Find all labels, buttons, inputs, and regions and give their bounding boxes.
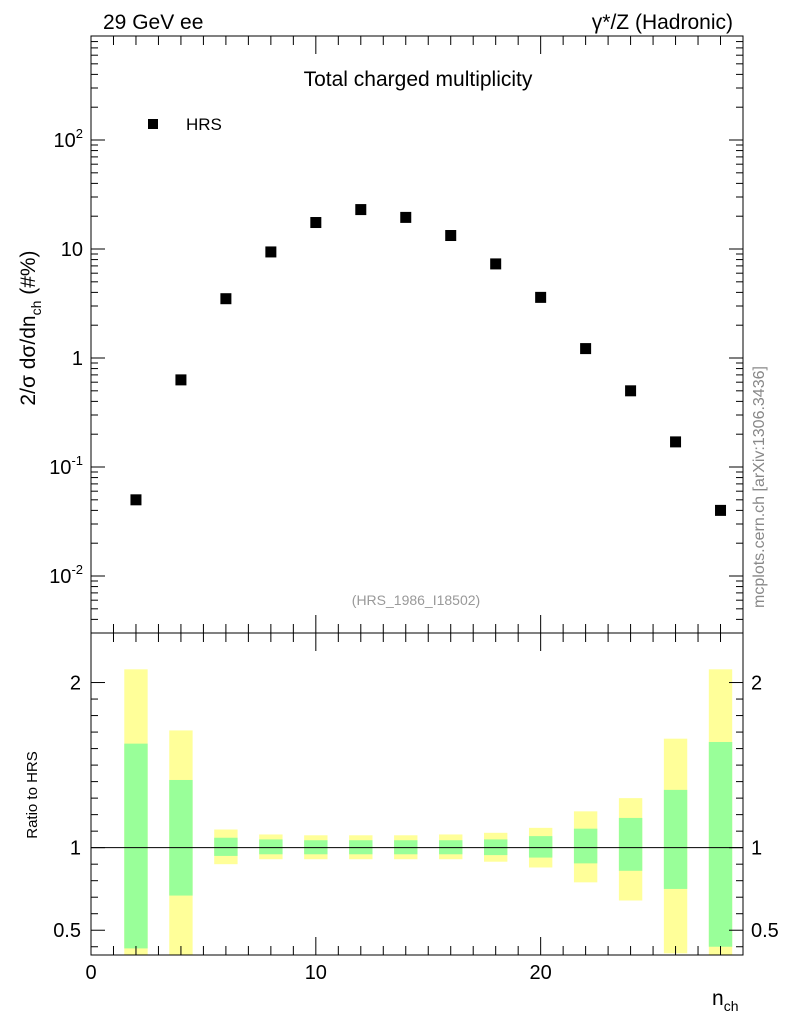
header-right: γ*/Z (Hadronic) (592, 11, 733, 34)
ratio-band-stat (573, 828, 598, 864)
watermark: mcplots.cern.ch [arXiv:1306.3436] (751, 366, 768, 608)
ratio-band-stat (169, 779, 193, 896)
ratio-band-stat (528, 836, 553, 858)
legend-marker (148, 119, 158, 129)
ratio-y-tick-label: 2 (70, 673, 81, 695)
data-point (715, 504, 727, 516)
main-panel: Total charged multiplicity (HRS_1986_I18… (17, 35, 744, 634)
main-y-tick-label: 102 (54, 126, 83, 152)
ratio-y-tick-label-right: 0.5 (751, 920, 779, 942)
data-point (355, 204, 367, 216)
ratio-plot-frame (90, 632, 744, 956)
data-point (220, 293, 232, 305)
data-point (400, 211, 412, 223)
ratio-band-stat (124, 743, 148, 949)
x-tick-label: 10 (305, 962, 327, 984)
data-point (265, 246, 277, 258)
main-y-axis-label: 2/σ dσ/dnch (#%) (17, 250, 44, 405)
ratio-y-tick-label: 1 (70, 838, 81, 860)
ratio-panel: 0 10 20 0.5 0.5 1 1 2 2 Ratio to HRS nch (24, 632, 779, 1014)
ratio-y-tick-label: 0.5 (53, 920, 81, 942)
x-axis-label: nch (712, 987, 738, 1014)
main-y-tick-label: 10-2 (49, 562, 83, 588)
ratio-band-stat (708, 741, 733, 947)
main-y-tick-label: 10-1 (49, 453, 83, 479)
data-point (445, 230, 457, 242)
data-point (535, 291, 547, 303)
legend-label: HRS (186, 115, 222, 134)
main-plot-title: Total charged multiplicity (304, 68, 533, 91)
data-point (670, 436, 682, 448)
source-annotation: (HRS_1986_I18502) (352, 592, 480, 608)
data-point (175, 374, 187, 386)
data-point (580, 343, 592, 355)
x-tick-label: 0 (85, 962, 96, 984)
data-point (130, 494, 142, 506)
ratio-band-stat (618, 817, 643, 871)
ratio-band-stat (214, 837, 238, 856)
ratio-band-stat (663, 789, 688, 889)
ratio-y-tick-label-right: 2 (751, 673, 762, 695)
data-point (310, 217, 322, 229)
x-tick-label: 20 (530, 962, 552, 984)
header-left: 29 GeV ee (103, 11, 203, 34)
ratio-band-stat (259, 839, 283, 855)
main-y-tick-label: 10 (61, 239, 83, 261)
data-point (490, 258, 502, 270)
ratio-y-axis-label: Ratio to HRS (24, 751, 41, 839)
ratio-y-tick-label-right: 1 (751, 838, 762, 860)
data-point (625, 385, 637, 397)
main-y-tick-label: 1 (72, 348, 83, 370)
